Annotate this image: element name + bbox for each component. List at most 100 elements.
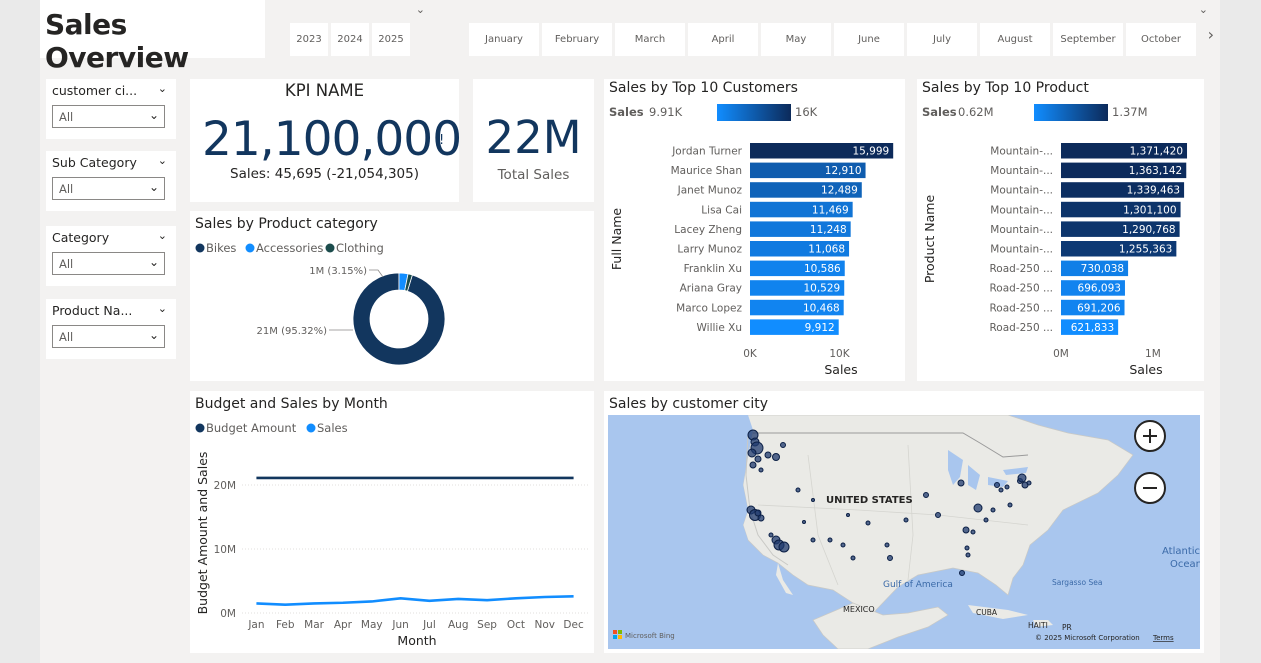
total-sales-value: 22M [485,111,582,164]
bar[interactable] [1061,182,1185,198]
bar[interactable] [750,241,850,257]
zoom-out-button[interactable] [1134,472,1166,504]
product-category-visual[interactable]: Sales by Product category Bikes Accessori… [190,211,594,381]
month-tile-february[interactable]: February [542,23,612,56]
slicer-dropdown[interactable]: All ⌄ [52,252,165,275]
bar-data-label: 12,910 [825,165,862,177]
customer-bar-chart: Sales 9.91K 16K 15,999 Jordan Turner 12,910 Ma… [609,104,894,377]
month-tile-august[interactable]: August [980,23,1050,56]
bar-category-label: Mountain-... [990,224,1053,236]
bar[interactable] [750,280,845,296]
legend-accessories-legend-dot [245,243,255,253]
bar-data-label: 1,255,363 [1119,244,1172,256]
bar[interactable] [750,299,844,316]
bar-data-label: 12,489 [821,185,858,197]
year-tile-2024[interactable]: 2024 [331,23,369,56]
chevron-down-icon[interactable]: ⌄ [157,229,167,242]
bar-data-label: 1,290,768 [1122,224,1175,236]
x-axis-title: Sales [824,362,857,377]
bar[interactable] [1061,143,1188,159]
month-tile-january[interactable]: January [469,23,539,56]
bar-category-label: Road-250 ... [989,263,1053,275]
city-map-visual[interactable]: Sales by customer city [604,391,1204,653]
budget-sales-visual[interactable]: Budget and Sales by Month Budget Amount S… [190,391,594,653]
year-tile-2023[interactable]: 2023 [290,23,328,56]
bing-logo-icon [613,630,622,639]
month-tile-may[interactable]: May [761,23,831,56]
bar[interactable] [750,221,851,237]
legend-accessories-legend-label: Accessories [256,241,323,255]
bar-category-label: Willie Xu [697,322,742,334]
map-canvas[interactable]: UNITED STATES Gulf of America MEXICO CUB… [608,415,1200,649]
x-axis-title: Sales [1129,362,1162,377]
chevron-down-icon[interactable]: ⌄ [157,82,167,95]
year-slicer-chevron-icon[interactable]: ⌄ [415,3,425,16]
slicer-customer-city[interactable]: customer ci... ⌄ All ⌄ [46,79,176,139]
slicer-dropdown[interactable]: All ⌄ [52,177,165,200]
legend-bikes-legend-label: Bikes [206,241,236,255]
slicer-category[interactable]: Category ⌄ All ⌄ [46,226,176,286]
page-title: Sales Overview [45,8,189,74]
bar[interactable] [1061,280,1125,296]
bar-data-label: 621,833 [1071,322,1114,334]
month-next-arrow-icon[interactable]: › [1207,25,1214,44]
bar-category-label: Mountain-... [990,204,1053,216]
bar[interactable] [1061,241,1177,257]
zoom-in-button[interactable] [1134,420,1166,452]
slicer-product-name[interactable]: Product Na... ⌄ All ⌄ [46,299,176,359]
bar[interactable] [750,162,866,179]
legend-budget-legend-dot [195,423,205,433]
bar-data-label: 11,068 [808,244,845,256]
line-series-sales[interactable] [256,595,574,606]
bar[interactable] [750,143,894,159]
month-tile-march[interactable]: March [615,23,685,56]
bar[interactable] [750,260,845,277]
chart-title: Sales by Top 10 Product [922,80,1089,96]
bar-category-label: Road-250 ... [989,302,1053,314]
month-slicer-chevron-icon[interactable]: ⌄ [1198,3,1208,16]
donut-slice-clothing[interactable] [404,273,413,292]
gradient-legend-bar [717,104,791,121]
month-tile-september[interactable]: September [1053,23,1123,56]
bar[interactable] [750,319,839,335]
slicer-dropdown[interactable]: All ⌄ [52,105,165,128]
month-tile-october[interactable]: October [1126,23,1196,56]
map-terms-link[interactable]: Terms [1152,634,1174,642]
month-tile-july[interactable]: July [907,23,977,56]
bar[interactable] [750,182,862,198]
bar[interactable] [1061,221,1180,237]
bar-data-label: 730,038 [1081,263,1124,275]
bar[interactable] [750,201,853,218]
bar[interactable] [1061,201,1181,218]
chevron-down-icon[interactable]: ⌄ [157,154,167,167]
bar-category-label: Janet Munoz [677,185,743,197]
y-axis-title: Full Name [609,208,624,271]
gradient-legend-title: Sales [609,105,644,119]
year-tile-2025[interactable]: 2025 [372,23,410,56]
bar[interactable] [1061,299,1125,316]
month-tile-june[interactable]: June [834,23,904,56]
total-sales-card: 22M Total Sales [473,79,594,202]
budget-line-chart: Budget Amount Sales 0M 10M 20M Jan Feb Mar Apr Ma… [195,421,588,648]
x-tick-label: Feb [276,619,295,631]
bar-category-label: Lisa Cai [701,204,742,216]
top-customers-visual[interactable]: Sales by Top 10 Customers Sales 9.91K 16K 1… [604,79,905,381]
bar[interactable] [1061,162,1187,179]
bar-category-label: Marco Lopez [676,302,742,314]
x-tick-label: Jan [247,619,264,631]
chevron-down-icon[interactable]: ⌄ [157,302,167,315]
x-tick-label: Mar [304,619,324,631]
bar[interactable] [1061,260,1129,277]
x-tick-label: Dec [563,619,584,631]
bar[interactable] [1061,319,1119,335]
chevron-down-icon: ⌄ [148,255,159,269]
top-products-visual[interactable]: Sales by Top 10 Product Sales 0.62M 1.37M 1… [917,79,1204,381]
donut-chart: Bikes Accessories Clothing 21M (95.32%) 1M (… [195,241,446,366]
slicer-dropdown[interactable]: All ⌄ [52,325,165,348]
bar-data-label: 696,093 [1078,283,1121,295]
legend-clothing-legend-dot [325,243,335,253]
legend-bikes-legend-dot [195,243,205,253]
month-tile-april[interactable]: April [688,23,758,56]
chevron-down-icon: ⌄ [148,180,159,194]
slicer-sub-category[interactable]: Sub Category ⌄ All ⌄ [46,151,176,211]
